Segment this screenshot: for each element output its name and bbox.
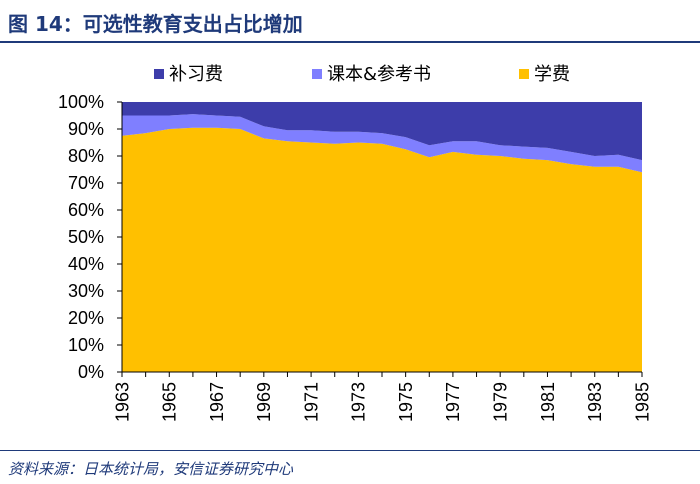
x-tick-label: 1967 bbox=[207, 382, 227, 422]
y-tick-label: 10% bbox=[68, 335, 104, 355]
y-tick-label: 60% bbox=[68, 200, 104, 220]
chart-axes: 0% 10% 20% 30% 40% 50% 60% 70% 80% 90% 100% 1963 196… bbox=[58, 92, 652, 422]
legend-label: 补习费 bbox=[169, 64, 223, 85]
x-tick-label: 1979 bbox=[490, 382, 510, 422]
area-series-0 bbox=[122, 127, 642, 372]
figure-title: 图 14：可选性教育支出占比增加 bbox=[8, 12, 303, 36]
source-note: 资料来源：日本统计局，安信证券研究中心 bbox=[8, 460, 294, 478]
stacked-area-chart: 补习费 课本&参考书 学费 0% 10% 20% 30% 40% 50% 60% 70% 80% 90… bbox=[58, 64, 652, 422]
title-rule bbox=[0, 41, 700, 43]
x-tick-label: 1975 bbox=[396, 382, 416, 422]
x-tick-label: 1981 bbox=[538, 382, 558, 422]
legend-label: 学费 bbox=[534, 64, 570, 85]
y-tick-label: 80% bbox=[68, 146, 104, 166]
x-tick-label: 1963 bbox=[112, 382, 132, 422]
legend-swatch bbox=[519, 69, 529, 79]
x-tick-label: 1985 bbox=[632, 382, 652, 422]
chart-areas bbox=[122, 102, 642, 372]
area-series-2 bbox=[122, 102, 642, 161]
y-tick-label: 0% bbox=[78, 362, 104, 382]
x-tick-label: 1977 bbox=[443, 382, 463, 422]
y-tick-label: 50% bbox=[68, 227, 104, 247]
legend-label: 课本&参考书 bbox=[327, 64, 431, 85]
legend-swatch bbox=[154, 69, 164, 79]
chart-legend: 补习费 课本&参考书 学费 bbox=[154, 64, 570, 85]
y-tick-label: 100% bbox=[58, 92, 104, 112]
x-tick-label: 1969 bbox=[254, 382, 274, 422]
x-tick-label: 1983 bbox=[585, 382, 605, 422]
y-tick-label: 20% bbox=[68, 308, 104, 328]
y-tick-label: 40% bbox=[68, 254, 104, 274]
source-rule bbox=[0, 450, 700, 451]
x-tick-label: 1965 bbox=[160, 382, 180, 422]
area-series-1 bbox=[122, 114, 642, 173]
legend-swatch bbox=[312, 69, 322, 79]
y-tick-label: 90% bbox=[68, 119, 104, 139]
y-tick-label: 70% bbox=[68, 173, 104, 193]
x-tick-label: 1973 bbox=[349, 382, 369, 422]
y-tick-label: 30% bbox=[68, 281, 104, 301]
x-tick-label: 1971 bbox=[301, 382, 321, 422]
